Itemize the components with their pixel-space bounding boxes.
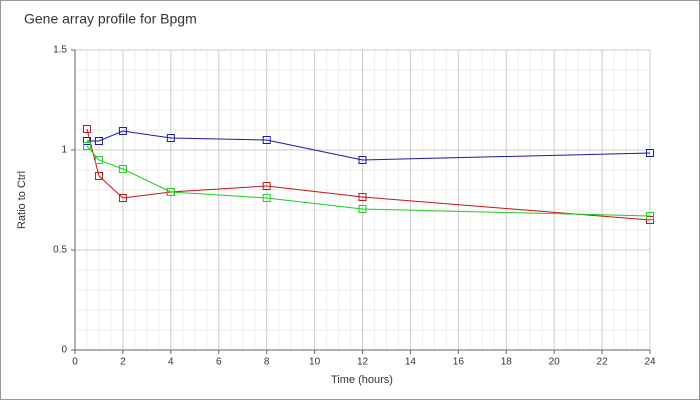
x-tick-label: 24 — [644, 357, 656, 368]
point-marker — [118, 127, 127, 135]
x-axis-label: Time (hours) — [331, 374, 393, 386]
y-axis-label: Ratio to Ctrl — [16, 171, 28, 229]
point-marker — [262, 182, 271, 190]
point-marker — [358, 193, 367, 201]
x-tick-label: 4 — [168, 357, 174, 368]
point-marker — [262, 136, 271, 144]
point-marker — [94, 137, 103, 145]
point-marker — [166, 134, 175, 142]
x-tick-label: 18 — [501, 357, 513, 368]
y-tick-label: 0 — [61, 345, 67, 356]
point-marker — [166, 188, 175, 196]
x-tick-label: 2 — [120, 357, 126, 368]
point-marker — [82, 125, 91, 133]
x-tick-label: 12 — [357, 357, 369, 368]
x-tick-label: 8 — [264, 357, 270, 368]
point-marker — [118, 194, 127, 202]
point-marker — [94, 156, 103, 164]
point-marker — [358, 205, 367, 213]
point-marker — [262, 194, 271, 202]
point-marker — [358, 156, 367, 164]
x-tick-label: 10 — [309, 357, 321, 368]
point-marker — [646, 212, 654, 220]
y-tick-label: 1.5 — [53, 45, 67, 56]
point-marker — [94, 172, 103, 180]
x-tick-label: 22 — [597, 357, 609, 368]
series-line — [86, 130, 651, 161]
point-marker — [118, 165, 127, 173]
y-tick-label: 0.5 — [53, 245, 67, 256]
chart-title: Gene array profile for Bpgm — [24, 11, 197, 27]
x-tick-label: 20 — [549, 357, 561, 368]
series-line — [86, 145, 651, 217]
y-tick-label: 1 — [61, 145, 67, 156]
point-marker — [646, 149, 654, 157]
point-marker — [82, 142, 91, 150]
x-tick-label: 16 — [453, 357, 465, 368]
x-tick-label: 6 — [216, 357, 222, 368]
x-tick-label: 0 — [72, 357, 78, 368]
x-tick-label: 14 — [405, 357, 417, 368]
